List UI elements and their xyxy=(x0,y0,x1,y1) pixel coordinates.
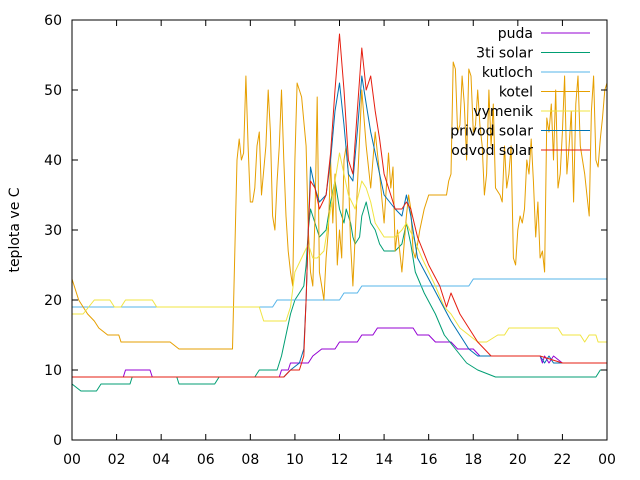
series-line-odvod-solar xyxy=(72,33,607,378)
x-tick-label: 14 xyxy=(375,452,393,468)
legend-label: 3ti solar xyxy=(476,46,533,62)
x-tick-label: 10 xyxy=(286,452,304,468)
series-line-vymenik xyxy=(72,152,607,343)
x-tick-label: 18 xyxy=(464,452,482,468)
y-tick-label: 10 xyxy=(44,363,62,379)
x-tick-label: 00 xyxy=(598,452,616,468)
legend-label: puda xyxy=(498,26,533,42)
legend-label: privod solar xyxy=(450,124,533,140)
axis-layer: 0 10 20 30 40 50 60 00 02 04 06 08 10 12 14 16 18 20 22 00 xyxy=(44,13,616,468)
legend-label: odvod solar xyxy=(451,143,533,159)
x-tick-label: 04 xyxy=(152,452,170,468)
x-tick-label: 16 xyxy=(420,452,438,468)
y-tick-label: 20 xyxy=(44,293,62,309)
x-tick-label: 02 xyxy=(108,452,126,468)
x-tick-label: 00 xyxy=(63,452,81,468)
x-tick-label: 06 xyxy=(197,452,215,468)
y-tick-label: 0 xyxy=(53,433,62,449)
y-tick-label: 60 xyxy=(44,13,62,29)
series-line-kotel xyxy=(71,61,608,350)
y-axis-label: teplota ve C xyxy=(7,187,23,272)
x-tick-label: 12 xyxy=(331,452,349,468)
legend: puda 3ti solar kutloch kotel vymenik privod s… xyxy=(450,26,590,159)
legend-label: vymenik xyxy=(473,104,534,120)
x-tick-label: 20 xyxy=(509,452,527,468)
series-line-puda xyxy=(72,327,607,378)
y-tick-label: 30 xyxy=(44,223,62,239)
legend-label: kotel xyxy=(499,85,533,101)
legend-label: kutloch xyxy=(482,65,533,81)
x-tick-label: 08 xyxy=(241,452,259,468)
y-tick-label: 50 xyxy=(44,83,62,99)
series-layer xyxy=(71,33,608,392)
x-tick-label: 22 xyxy=(554,452,572,468)
y-tick-label: 40 xyxy=(44,153,62,169)
